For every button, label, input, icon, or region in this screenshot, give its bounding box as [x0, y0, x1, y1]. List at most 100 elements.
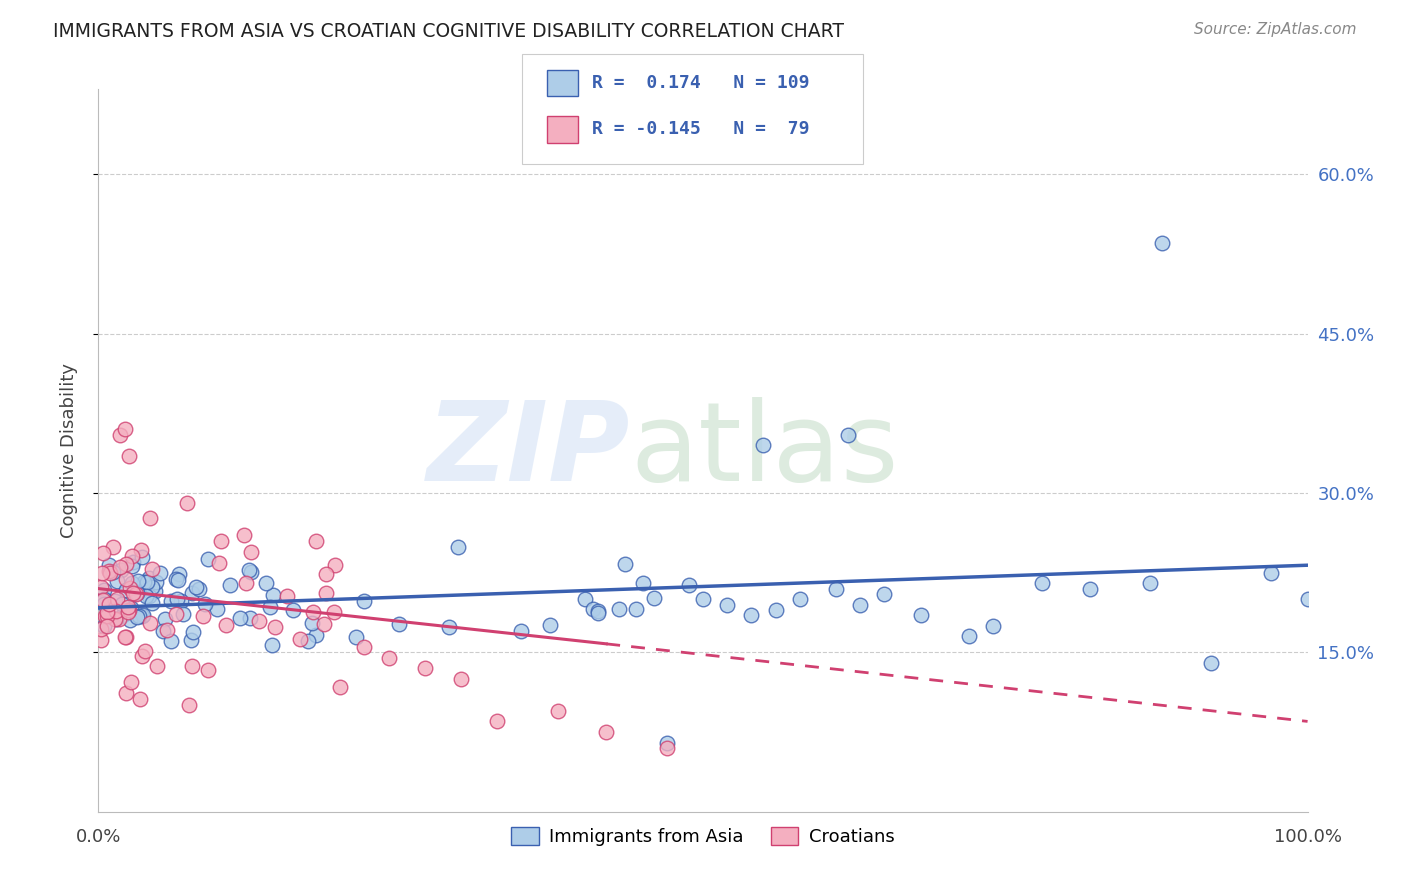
Point [305, 628, 328, 642]
Text: ZIP: ZIP [427, 397, 630, 504]
Point [209, 533, 232, 548]
Point [239, 565, 262, 579]
Point [107, 574, 129, 588]
Point [172, 607, 194, 621]
Point [180, 632, 202, 647]
Point [232, 528, 254, 542]
Text: Source: ZipAtlas.com: Source: ZipAtlas.com [1194, 22, 1357, 37]
Point [849, 598, 872, 612]
Point [90, 566, 112, 580]
Point [156, 623, 179, 637]
Point [127, 574, 149, 588]
Point [229, 611, 252, 625]
Point [239, 544, 262, 558]
Point [716, 598, 738, 612]
Point [574, 591, 596, 606]
Point [655, 741, 678, 756]
Point [208, 556, 231, 570]
Point [134, 644, 156, 658]
Point [297, 634, 319, 648]
Point [118, 449, 141, 463]
Point [93, 582, 115, 597]
Point [138, 572, 160, 586]
Point [752, 438, 775, 452]
Point [305, 533, 328, 548]
Point [873, 587, 896, 601]
Point [93, 619, 115, 633]
Point [139, 511, 162, 525]
Point [588, 604, 610, 618]
Point [181, 658, 204, 673]
Point [131, 648, 153, 663]
Point [105, 604, 128, 618]
Point [96, 605, 118, 619]
Point [93, 591, 115, 606]
Point [194, 598, 217, 612]
Point [125, 585, 148, 599]
Point [108, 427, 131, 442]
Point [193, 609, 215, 624]
Point [825, 582, 848, 596]
Point [302, 605, 325, 619]
Point [101, 540, 124, 554]
Point [262, 639, 284, 653]
Point [450, 672, 472, 686]
Point [90, 622, 112, 636]
Text: atlas: atlas [630, 397, 898, 504]
Point [143, 584, 166, 599]
Point [1199, 656, 1222, 670]
Point [131, 550, 153, 565]
Point [127, 610, 149, 624]
Point [165, 572, 187, 586]
Point [114, 582, 136, 597]
Point [110, 564, 132, 578]
Point [93, 597, 115, 611]
Point [121, 576, 143, 591]
Point [111, 597, 134, 611]
Point [312, 616, 335, 631]
Point [131, 609, 153, 624]
Point [789, 592, 811, 607]
Point [97, 558, 120, 572]
Point [538, 618, 561, 632]
Point [344, 630, 367, 644]
Point [125, 587, 148, 601]
Point [167, 574, 190, 588]
Y-axis label: Cognitive Disability: Cognitive Disability [59, 363, 77, 538]
Point [957, 629, 980, 643]
Point [1296, 592, 1319, 607]
Point [837, 427, 859, 442]
Point [238, 563, 260, 577]
Point [1139, 576, 1161, 591]
Point [353, 640, 375, 654]
Point [588, 606, 610, 620]
Point [121, 559, 143, 574]
Point [765, 603, 787, 617]
Point [139, 615, 162, 630]
Point [97, 564, 120, 578]
Point [105, 592, 128, 607]
Point [108, 612, 131, 626]
Point [136, 574, 159, 589]
Point [134, 589, 156, 603]
Point [239, 610, 262, 624]
Point [166, 592, 188, 607]
Point [90, 632, 112, 647]
Point [631, 576, 654, 591]
Point [120, 581, 142, 595]
Point [276, 589, 298, 603]
Point [235, 576, 257, 591]
Point [353, 593, 375, 607]
Point [118, 614, 141, 628]
Point [678, 578, 700, 592]
Point [179, 698, 201, 713]
Point [91, 546, 114, 560]
Point [101, 565, 124, 579]
Point [197, 551, 219, 566]
Point [165, 607, 187, 621]
Point [595, 725, 617, 739]
Point [323, 605, 346, 619]
Point [141, 580, 163, 594]
Point [128, 692, 150, 706]
Point [188, 582, 211, 596]
